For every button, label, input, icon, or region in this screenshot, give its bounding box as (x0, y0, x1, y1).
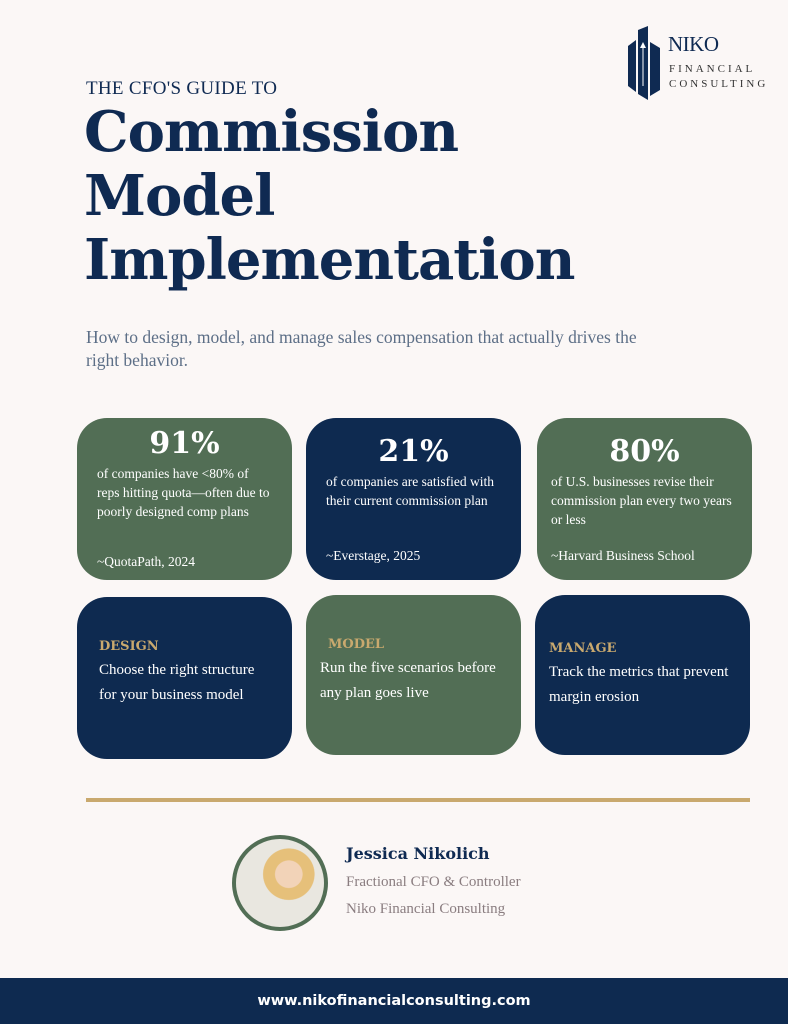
page-title: Commission Model Implementation (84, 99, 575, 293)
stat-text: of U.S. businesses revise their commissi… (551, 474, 732, 527)
pillar-card-manage: MANAGE Track the metrics that prevent ma… (535, 595, 750, 755)
stat-text: of companies are satisfied with their cu… (326, 474, 494, 508)
building-arrows-icon (628, 26, 660, 100)
pillar-text: Track the metrics that prevent margin er… (549, 664, 729, 705)
author-role: Fractional CFO & Controller (346, 874, 521, 890)
stat-value: 91% (149, 426, 220, 461)
pillar-text: Run the five scenarios before any plan g… (320, 660, 496, 701)
pillar-label: DESIGN (99, 639, 159, 654)
stat-source: ~Everstage, 2025 (326, 548, 421, 563)
footer: www.nikofinancialconsulting.com (0, 978, 788, 1024)
pillar-label: MANAGE (549, 641, 617, 656)
divider (86, 798, 750, 802)
stat-text: of companies have <80% of reps hitting q… (97, 466, 270, 519)
author-avatar (232, 835, 328, 931)
subtitle: How to design, model, and manage sales c… (86, 327, 637, 370)
company-logo: NIKO FINANCIAL CONSULTING (626, 26, 776, 100)
pillar-card-model: MODEL Run the five scenarios before any … (306, 595, 521, 755)
stat-source: ~QuotaPath, 2024 (97, 554, 196, 569)
stat-card: 91% of companies have <80% of reps hitti… (77, 418, 292, 580)
author-company: Niko Financial Consulting (346, 901, 506, 917)
pillar-card-design: DESIGN Choose the right structure for yo… (77, 597, 292, 759)
website-link[interactable]: www.nikofinancialconsulting.com (257, 993, 531, 1009)
pillar-label: MODEL (328, 637, 385, 652)
pillar-text: Choose the right structure for your busi… (99, 662, 255, 703)
stat-card: 21% of companies are satisfied with thei… (306, 418, 521, 580)
title-line: Commission (84, 99, 459, 165)
logo-name: NIKO (668, 32, 719, 56)
title-line: Implementation (84, 227, 575, 293)
kicker: THE CFO'S GUIDE TO (86, 78, 278, 99)
logo-line-1: FINANCIAL (669, 63, 756, 75)
logo-line-2: CONSULTING (669, 78, 769, 90)
stat-source: ~Harvard Business School (551, 548, 695, 563)
stat-card: 80% of U.S. businesses revise their comm… (537, 418, 752, 580)
stat-value: 80% (609, 434, 680, 469)
title-line: Model (84, 163, 275, 229)
author-name: Jessica Nikolich (346, 844, 490, 863)
stat-value: 21% (378, 434, 449, 469)
